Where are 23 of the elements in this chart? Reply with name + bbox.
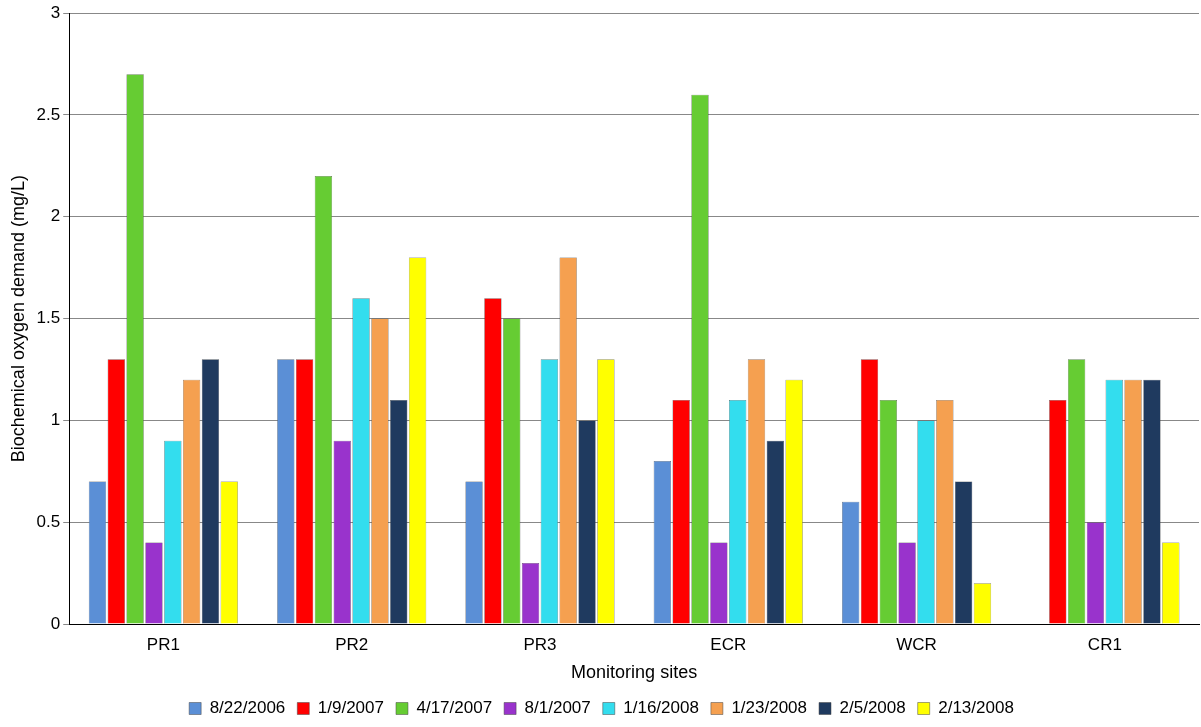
x-tick-label: CR1 [1087,634,1122,654]
x-tick-label: PR2 [335,634,369,654]
legend-label: 1/9/2007 [317,698,384,718]
legend-label: 8/1/2007 [524,698,591,718]
y-tick-label: 0 [50,613,61,633]
legend-label: 2/13/2008 [938,698,1014,718]
y-tick-label: 1.5 [36,308,61,328]
y-axis-title: Biochemical oxygen demand (mg/L) [7,175,28,463]
legend-label: 8/22/2006 [209,698,286,718]
x-tick-label: PR1 [146,634,180,654]
y-tick-label: 2 [50,206,61,226]
y-tick-label: 1 [50,410,61,430]
legend-label: 1/16/2008 [623,698,699,718]
x-tick-label: PR3 [523,634,557,654]
y-tick-label: 3 [50,2,61,22]
y-tick-label: 2.5 [36,104,61,124]
legend-label: 2/5/2008 [839,698,906,718]
x-axis-title: Monitoring sites [571,662,698,683]
y-tick-label: 0.5 [36,511,61,531]
x-tick-label: WCR [896,634,937,654]
legend-label: 4/17/2007 [416,698,493,718]
legend-label: 1/23/2008 [731,698,808,718]
x-tick-label: ECR [710,634,747,654]
